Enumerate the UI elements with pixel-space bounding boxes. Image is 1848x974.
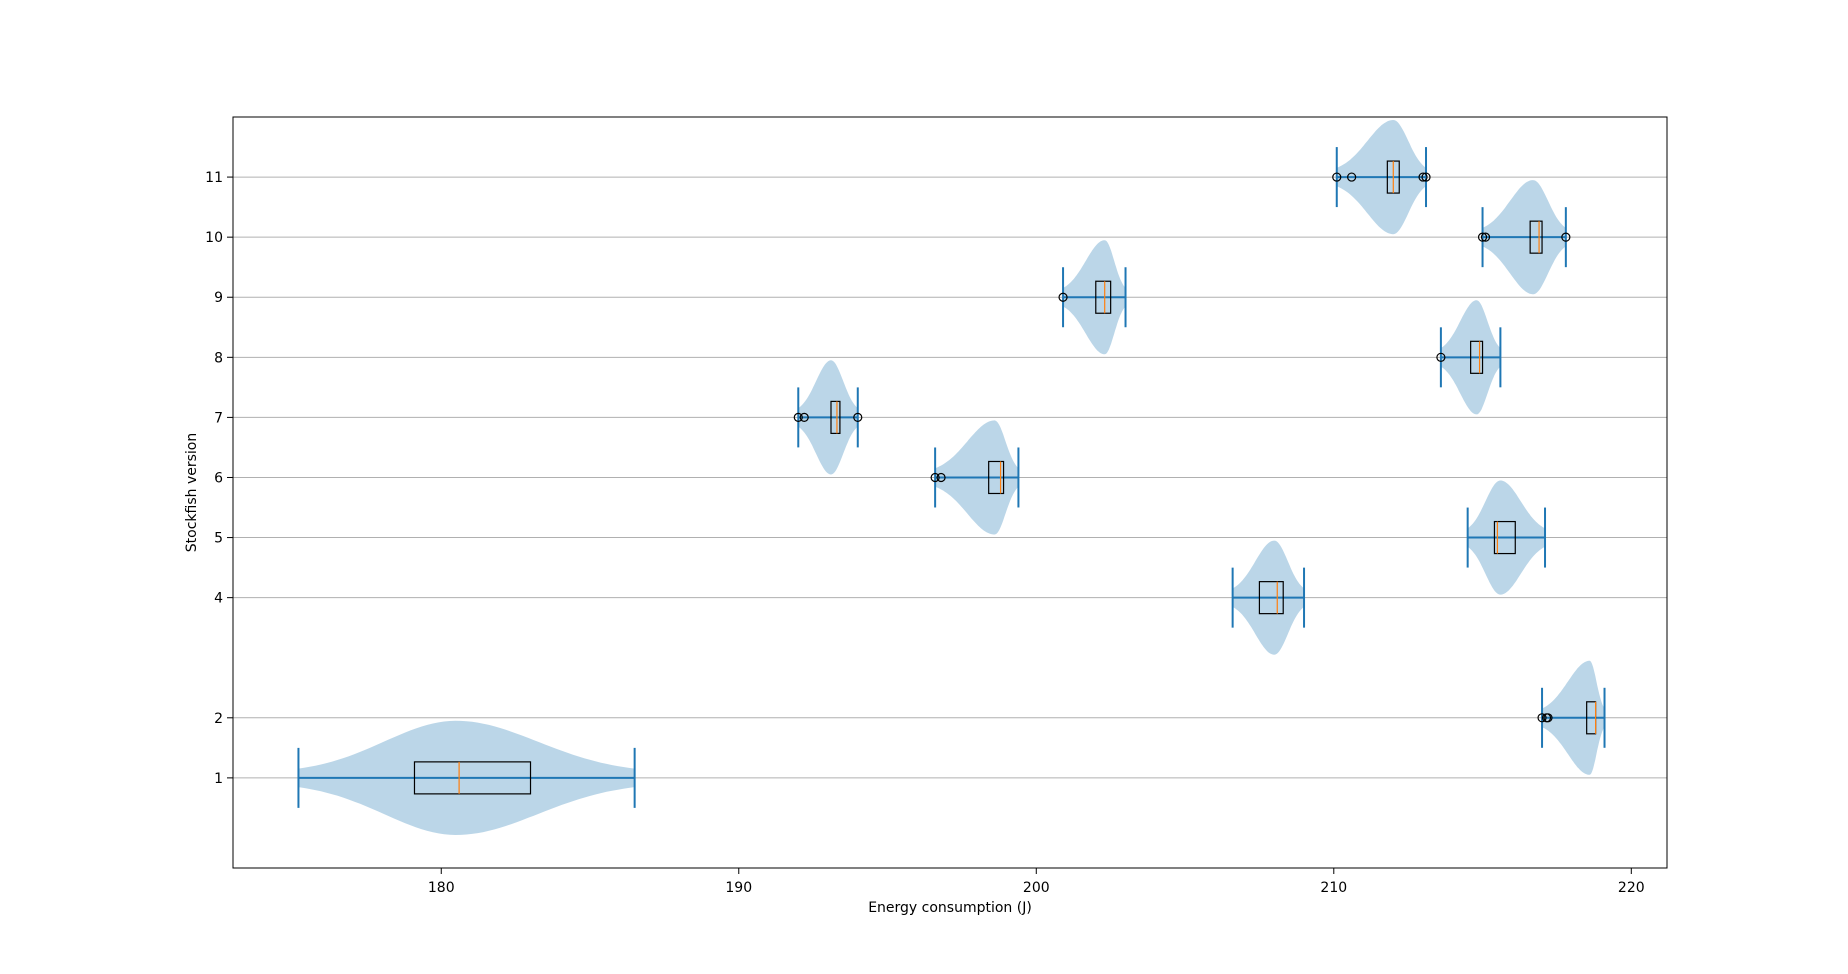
outlier-v7-1 — [799, 412, 809, 422]
outlier-v11-1 — [1347, 172, 1357, 182]
y-tick-label-4: 4 — [214, 591, 223, 607]
y-tick-label-1: 1 — [214, 771, 223, 787]
box-v9 — [1095, 280, 1112, 314]
outlier-v6-0 — [930, 472, 940, 483]
box-v10 — [1529, 220, 1543, 254]
y-axis-ticks: 1 2 4 5 6 7 8 9 10 11 — [205, 170, 233, 787]
outlier-v2-0 — [1537, 713, 1547, 723]
y-tick-label-2: 2 — [214, 711, 223, 727]
outlier-v10-0 — [1477, 232, 1488, 242]
box-v4 — [1258, 581, 1284, 615]
outlier-v7-0 — [793, 412, 803, 422]
boxplots — [413, 160, 1597, 795]
y-tick-label-5: 5 — [214, 531, 223, 547]
outlier-v11-3 — [1421, 172, 1431, 182]
y-tick-label-9: 9 — [214, 290, 223, 306]
outlier-v7-2 — [853, 412, 863, 422]
x-tick-label-210: 210 — [1320, 880, 1347, 896]
outlier-v11-0 — [1332, 172, 1342, 182]
x-axis-label: Energy consumption (J) — [868, 900, 1032, 916]
box-v5 — [1493, 520, 1516, 555]
outlier-v2-2 — [1543, 713, 1553, 723]
y-tick-label-7: 7 — [214, 410, 223, 426]
outlier-v8-0 — [1436, 352, 1446, 362]
x-axis-ticks: 180 190 200 210 220 — [428, 868, 1645, 896]
box-v6 — [988, 460, 1005, 495]
outlier-v10-2 — [1561, 232, 1571, 242]
y-tick-label-11: 11 — [205, 170, 223, 186]
box-v8 — [1470, 340, 1484, 374]
x-tick-label-220: 220 — [1618, 880, 1645, 896]
y-axis-label: Stockfish version — [184, 433, 200, 552]
outlier-v10-1 — [1480, 232, 1491, 242]
x-tick-label-180: 180 — [428, 880, 455, 896]
y-tick-label-8: 8 — [214, 350, 223, 366]
plot-area-frame — [232, 116, 1668, 869]
y-tick-label-10: 10 — [205, 230, 223, 246]
outlier-v9-0 — [1058, 292, 1068, 302]
y-tick-label-6: 6 — [214, 470, 223, 486]
violins — [297, 120, 1606, 835]
outlier-v6-1 — [936, 472, 946, 483]
outlier-v11-2 — [1418, 172, 1428, 182]
x-tick-label-190: 190 — [725, 880, 752, 896]
box-v7 — [830, 400, 841, 434]
box-v1 — [413, 761, 532, 795]
x-tick-label-200: 200 — [1023, 880, 1050, 896]
